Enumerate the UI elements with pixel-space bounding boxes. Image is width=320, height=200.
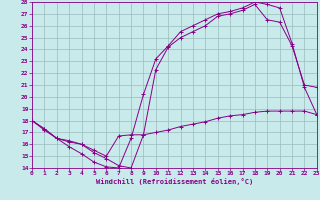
X-axis label: Windchill (Refroidissement éolien,°C): Windchill (Refroidissement éolien,°C) — [96, 178, 253, 185]
